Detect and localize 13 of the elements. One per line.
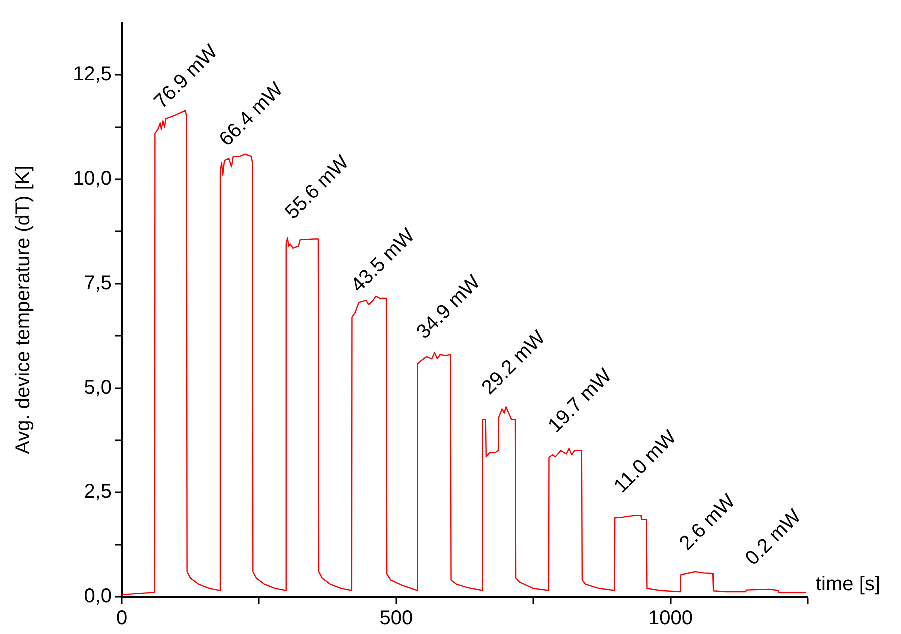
annotation: 0.2 mW	[742, 505, 806, 570]
annotation: 55.6 mW	[281, 152, 354, 224]
y-tick-label: 12,5	[73, 64, 112, 86]
y-axis-title: Avg. device temperature (dT) [K]	[12, 166, 35, 454]
y-tick-label: 0,0	[84, 586, 112, 608]
y-tick-label: 2,5	[84, 481, 112, 504]
x-tick-label: 0	[116, 608, 128, 630]
y-tick-label: 10,0	[73, 168, 112, 190]
y-tick-label: 5,0	[84, 376, 112, 399]
x-tick-label: 1000	[648, 608, 694, 630]
x-axis-title: time [s]	[816, 574, 880, 596]
x-tick-label: 500	[380, 608, 414, 630]
y-tick-label: 7,5	[84, 272, 112, 294]
